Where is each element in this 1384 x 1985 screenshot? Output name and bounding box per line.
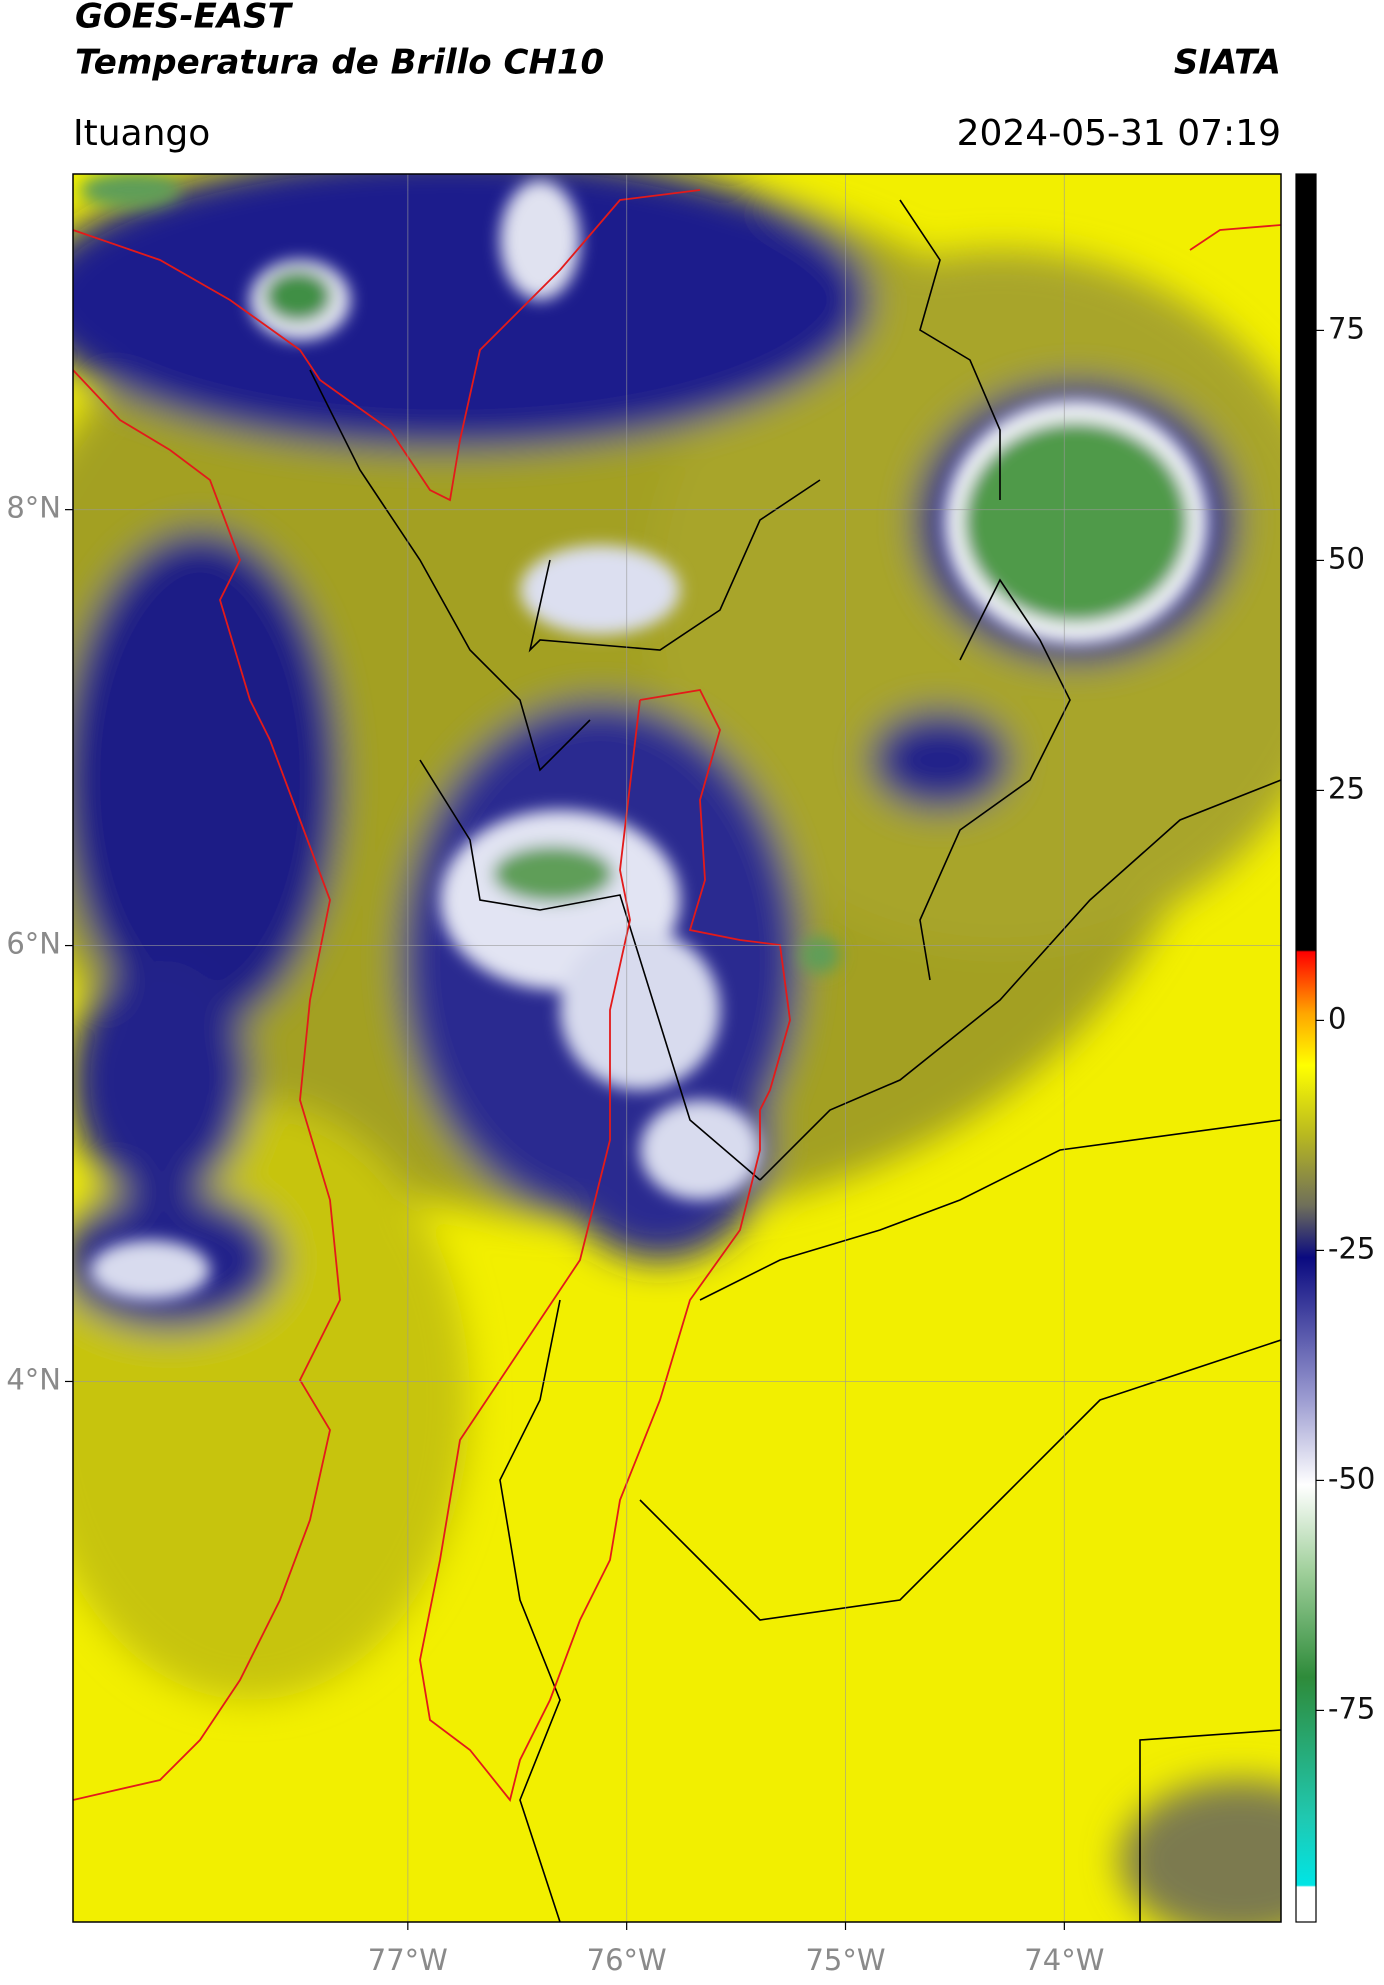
lat-tick-label: 6°N xyxy=(6,927,61,961)
red-borders xyxy=(73,189,1281,1802)
subtitle: Temperatura de Brillo CH10 xyxy=(75,43,604,83)
colorbar-tick-label: 0 xyxy=(1328,1001,1346,1035)
colorbar-tick-label: 50 xyxy=(1328,541,1365,575)
lon-tick-label: 76°W xyxy=(587,1943,667,1977)
location: Ituango xyxy=(73,113,210,154)
colorbar-tick-label: -50 xyxy=(1328,1461,1375,1495)
gridlines xyxy=(73,174,1281,1922)
lat-tick-label: 4°N xyxy=(6,1362,61,1396)
title: GOES-EAST xyxy=(75,0,294,37)
lon-tick-label: 77°W xyxy=(368,1943,448,1977)
satellite-image xyxy=(73,174,1281,1922)
colorbar-tick-label: 75 xyxy=(1328,311,1365,345)
colorbar-tick-label: -25 xyxy=(1328,1231,1375,1265)
datetime: 2024-05-31 07:19 xyxy=(957,113,1281,154)
colorbar xyxy=(1295,173,1317,1923)
lon-tick-label: 75°W xyxy=(805,1943,885,1977)
black-borders xyxy=(309,199,1281,1922)
lat-tick-label: 8°N xyxy=(6,491,61,525)
colorbar-tick-label: 25 xyxy=(1328,771,1365,805)
lon-tick-label: 74°W xyxy=(1024,1943,1104,1977)
map-frame xyxy=(72,173,1282,1923)
colorbar-tick-label: -75 xyxy=(1328,1691,1375,1725)
source: SIATA xyxy=(1174,43,1281,83)
